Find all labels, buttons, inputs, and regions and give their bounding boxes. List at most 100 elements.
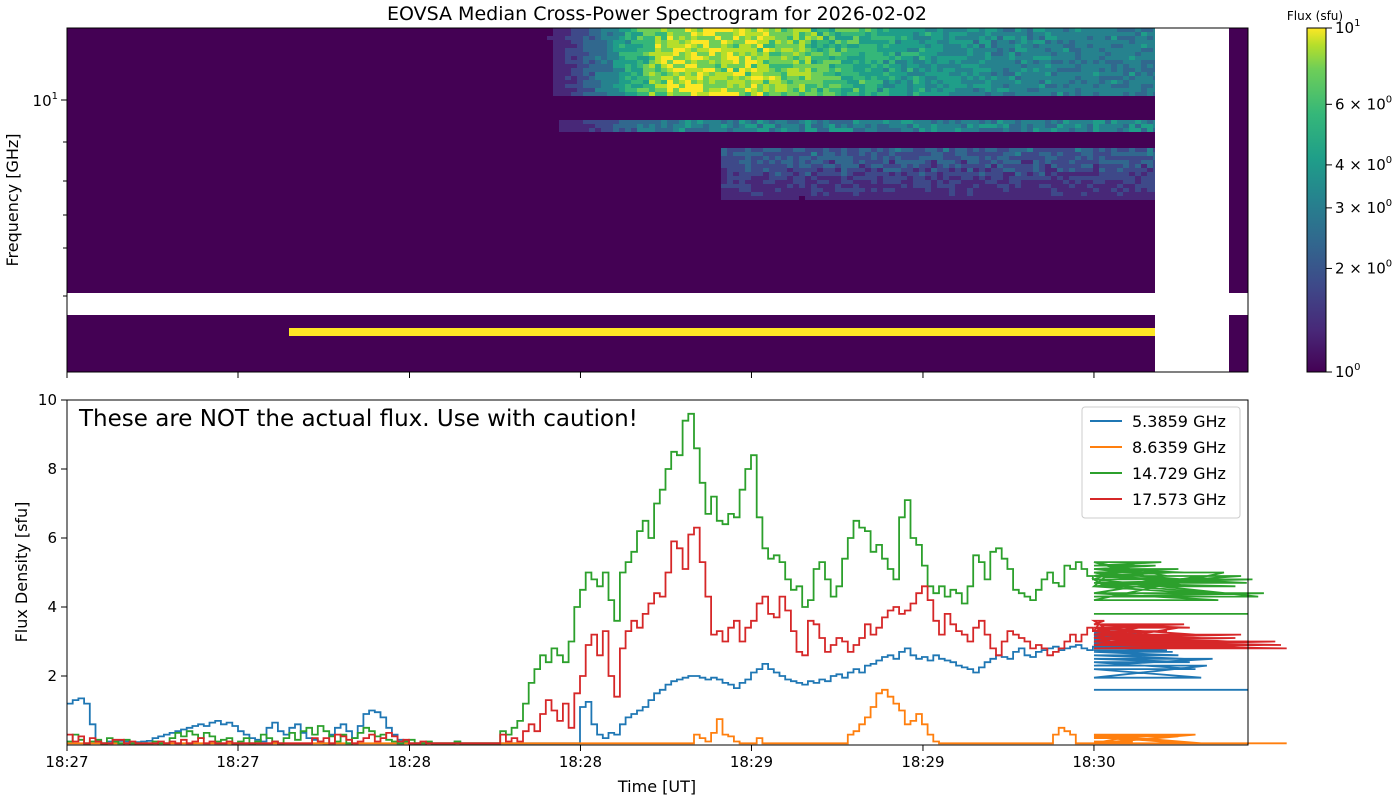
spectrogram-cell (1063, 148, 1069, 152)
spectrogram-cell (679, 92, 685, 96)
spectrogram-cell (745, 80, 751, 84)
spectrogram-cell (1063, 56, 1069, 60)
spectrogram-cell (865, 52, 871, 56)
spectrogram-cell (733, 48, 739, 52)
spectrogram-cell (799, 328, 805, 332)
spectrogram-cell (979, 72, 985, 76)
spectrogram-cell (1123, 192, 1129, 196)
spectrogram-cell (823, 148, 829, 152)
spectrogram-cell (721, 180, 727, 184)
spectrogram-cell (907, 128, 913, 132)
spectrogram-cell (775, 80, 781, 84)
spectrogram-cell (787, 328, 793, 332)
spectrogram-cell (811, 88, 817, 92)
spectrogram-cell (1081, 48, 1087, 52)
spectrogram-cell (733, 40, 739, 44)
spectrogram-cell (925, 156, 931, 160)
spectrogram-cell (883, 60, 889, 64)
spectrogram-cell (1069, 152, 1075, 156)
spectrogram-cell (1045, 328, 1051, 332)
spectrogram-cell (1123, 64, 1129, 68)
spectrogram-cell (919, 156, 925, 160)
spectrogram-cell (1111, 56, 1117, 60)
spectrogram-cell (961, 332, 967, 336)
spectrogram-cell (775, 332, 781, 336)
spectrogram-cell (1105, 84, 1111, 88)
spectrogram-cell (577, 48, 583, 52)
spectrogram-cell (907, 168, 913, 172)
spectrogram-cell (877, 172, 883, 176)
spectrogram-cell (985, 124, 991, 128)
spectrogram-cell (415, 328, 421, 332)
spectrogram-cell (835, 40, 841, 44)
spectrogram-cell (703, 76, 709, 80)
spectrogram-cell (805, 48, 811, 52)
spectrogram-cell (967, 196, 973, 200)
spectrogram-cell (829, 52, 835, 56)
spectrogram-cell (1033, 40, 1039, 44)
spectrogram-cell (817, 148, 823, 152)
spectrogram-cell (1141, 148, 1147, 152)
spectrogram-cell (667, 36, 673, 40)
spectrogram-cell (1117, 164, 1123, 168)
spectrogram-cell (841, 72, 847, 76)
spectrogram-cell (919, 176, 925, 180)
spectrogram-cell (997, 28, 1003, 32)
spectrogram-cell (1099, 44, 1105, 48)
spectrogram-cell (745, 120, 751, 124)
spectrogram-cell (1075, 176, 1081, 180)
spectrogram-cell (835, 180, 841, 184)
spectrogram-cell (841, 44, 847, 48)
spectrogram-cell (1039, 72, 1045, 76)
spectrogram-cell (607, 64, 613, 68)
spectrogram-cell (1093, 76, 1099, 80)
spectrogram-cell (661, 332, 667, 336)
spectrogram-cell (1009, 44, 1015, 48)
spectrogram-cell (679, 68, 685, 72)
spectrogram-cell (709, 68, 715, 72)
spectrogram-cell (643, 92, 649, 96)
spectrogram-cell (763, 124, 769, 128)
spectrogram-cell (571, 64, 577, 68)
spectrogram-cell (817, 328, 823, 332)
spectrogram-cell (985, 192, 991, 196)
spectrogram-cell (583, 120, 589, 124)
spectrogram-cell (553, 88, 559, 92)
spectrogram-cell (619, 44, 625, 48)
spectrogram-cell (1093, 148, 1099, 152)
spectrogram-cell (637, 68, 643, 72)
spectrogram-cell (799, 160, 805, 164)
spectrogram-cell (919, 68, 925, 72)
spectrogram-cell (1045, 124, 1051, 128)
spectrogram-cell (1051, 164, 1057, 168)
spectrogram-cell (907, 76, 913, 80)
spectrogram-cell (859, 180, 865, 184)
spectrogram-cell (775, 44, 781, 48)
spectrogram-cell (1063, 172, 1069, 176)
spectrogram-cell (865, 56, 871, 60)
spectrogram-cell (733, 120, 739, 124)
spectrogram-cell (757, 56, 763, 60)
spectrogram-cell (445, 332, 451, 336)
spectrogram-cell (979, 196, 985, 200)
spectrogram-cell (781, 152, 787, 156)
spectrogram-cell (1003, 180, 1009, 184)
spectrogram-cell (1099, 76, 1105, 80)
spectrogram-cell (631, 44, 637, 48)
spectrogram-cell (937, 152, 943, 156)
spectrogram-cell (757, 164, 763, 168)
spectrogram-cell (1027, 332, 1033, 336)
spectrogram-cell (883, 128, 889, 132)
spectrogram-cell (925, 28, 931, 32)
spectrogram-cell (607, 88, 613, 92)
spectrogram-cell (589, 64, 595, 68)
spectrogram-cell (1009, 76, 1015, 80)
spectrogram-cell (859, 124, 865, 128)
spectrogram-cell (997, 84, 1003, 88)
spectrogram-cell (985, 164, 991, 168)
spectrogram-cell (697, 76, 703, 80)
spectrogram-cell (853, 52, 859, 56)
spectrogram-cell (799, 28, 805, 32)
spectrogram-cell (1021, 160, 1027, 164)
